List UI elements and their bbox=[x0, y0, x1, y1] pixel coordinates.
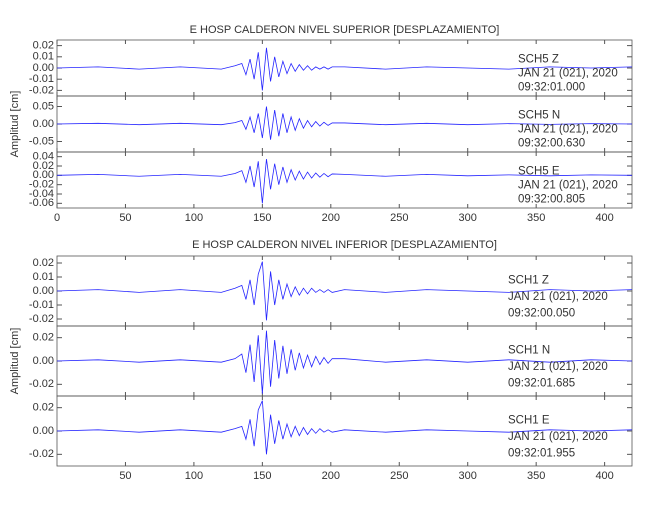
station-label: SCH5 Z bbox=[518, 54, 559, 66]
y-tick-label: 0.02 bbox=[33, 402, 54, 414]
station-label: 09:32:00.805 bbox=[518, 194, 585, 206]
y-tick-label: 0.05 bbox=[33, 100, 54, 112]
y-tick-label: 0.00 bbox=[33, 169, 54, 181]
station-label: JAN 21 (021), 2020 bbox=[508, 361, 608, 373]
panel-frame bbox=[56, 151, 633, 209]
x-tick-label: 100 bbox=[185, 212, 203, 224]
station-label: JAN 21 (021), 2020 bbox=[518, 68, 618, 80]
y-tick-label: 0.00 bbox=[33, 118, 54, 130]
station-label: SCH5 N bbox=[518, 110, 560, 122]
y-tick-label: 0.00 bbox=[33, 355, 54, 367]
x-tick-label: 300 bbox=[459, 470, 477, 482]
x-tick-label: 400 bbox=[595, 212, 613, 224]
y-tick-label: -0.02 bbox=[29, 313, 54, 325]
x-tick-label: 300 bbox=[459, 212, 477, 224]
y-tick-label: -0.02 bbox=[29, 448, 54, 460]
x-tick-label: 400 bbox=[595, 470, 613, 482]
y-tick-label: -0.02 bbox=[29, 378, 54, 390]
x-tick-label: 200 bbox=[322, 212, 340, 224]
station-label: SCH1 E bbox=[508, 415, 550, 427]
y-tick-label: 0.02 bbox=[33, 332, 54, 344]
station-label: SCH1 Z bbox=[508, 275, 549, 287]
station-label: SCH5 E bbox=[518, 166, 560, 178]
y-tick-label: -0.05 bbox=[29, 135, 54, 147]
station-label: 09:32:01.000 bbox=[518, 82, 585, 94]
waveform bbox=[56, 158, 633, 204]
x-tick-label: 100 bbox=[185, 470, 203, 482]
y-tick-label: 0.00 bbox=[33, 425, 54, 437]
y-tick-label: 0.02 bbox=[33, 40, 54, 52]
x-tick-label: 50 bbox=[119, 470, 131, 482]
y-tick-label: -0.02 bbox=[29, 84, 54, 96]
station-label: 09:32:01.685 bbox=[508, 378, 575, 390]
x-tick-label: 250 bbox=[390, 470, 408, 482]
x-tick-label: 50 bbox=[119, 212, 131, 224]
station-label: JAN 21 (021), 2020 bbox=[508, 431, 608, 443]
y-tick-label: 0.04 bbox=[33, 151, 54, 163]
waveform bbox=[56, 261, 633, 321]
y-tick-label: 0.00 bbox=[33, 62, 54, 74]
x-tick-label: 250 bbox=[390, 212, 408, 224]
station-label: 09:32:00.050 bbox=[508, 308, 575, 320]
station-label: 09:32:00.630 bbox=[518, 138, 585, 150]
x-tick-label: 350 bbox=[527, 470, 545, 482]
y-tick-label: 0.02 bbox=[33, 257, 54, 269]
station-label: 09:32:01.955 bbox=[508, 448, 575, 460]
station-label: JAN 21 (021), 2020 bbox=[518, 124, 618, 136]
station-label: JAN 21 (021), 2020 bbox=[518, 180, 618, 192]
chart-title: E HOSP CALDERON NIVEL SUPERIOR [DESPLAZA… bbox=[190, 24, 500, 36]
x-tick-label: 200 bbox=[322, 470, 340, 482]
y-tick-label: -0.02 bbox=[29, 179, 54, 191]
y-tick-label: -0.06 bbox=[29, 197, 54, 209]
x-tick-label: 150 bbox=[253, 470, 271, 482]
waveform bbox=[56, 106, 633, 140]
y-axis-label: Amplitud [cm] bbox=[9, 91, 21, 158]
x-tick-label: 0 bbox=[54, 212, 60, 224]
waveform bbox=[56, 47, 633, 91]
y-tick-label: -0.01 bbox=[29, 73, 54, 85]
station-label: JAN 21 (021), 2020 bbox=[508, 291, 608, 303]
x-tick-label: 350 bbox=[527, 212, 545, 224]
waveform bbox=[56, 330, 633, 394]
x-tick-label: 150 bbox=[253, 212, 271, 224]
y-tick-label: -0.01 bbox=[29, 299, 54, 311]
y-tick-label: 0.00 bbox=[33, 285, 54, 297]
y-tick-label: 0.01 bbox=[33, 51, 54, 63]
y-axis-label: Amplitud [cm] bbox=[9, 328, 21, 395]
y-tick-label: -0.04 bbox=[29, 188, 54, 200]
chart-title: E HOSP CALDERON NIVEL INFERIOR [DESPLAZA… bbox=[192, 239, 497, 251]
station-label: SCH1 N bbox=[508, 345, 550, 357]
y-tick-label: 0.01 bbox=[33, 271, 54, 283]
waveform bbox=[56, 400, 633, 455]
y-tick-label: 0.02 bbox=[33, 160, 54, 172]
